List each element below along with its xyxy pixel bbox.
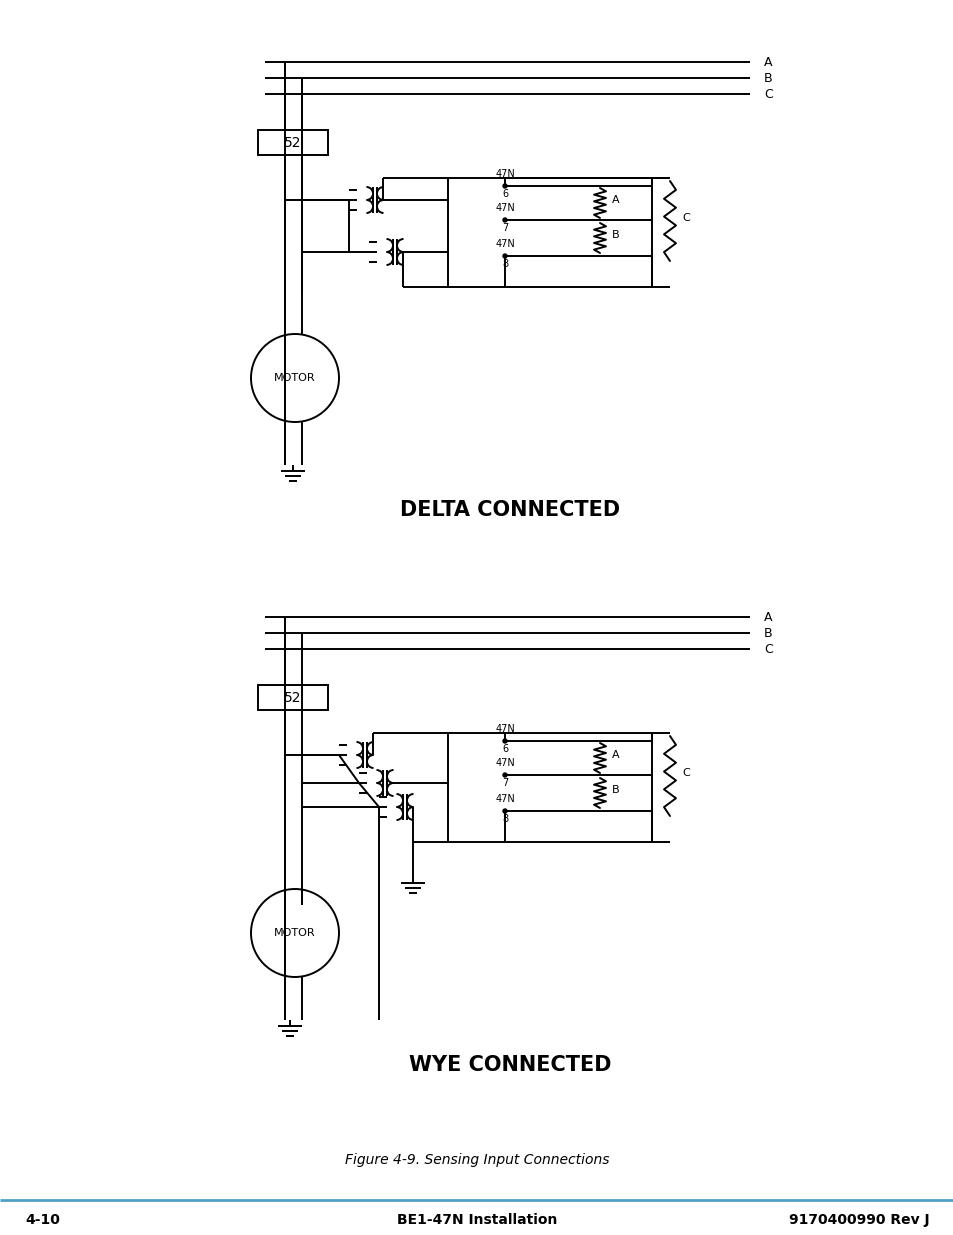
- Circle shape: [502, 254, 506, 258]
- Bar: [257, 130, 328, 156]
- Circle shape: [502, 809, 506, 813]
- Text: 6: 6: [501, 189, 508, 199]
- Text: 4-10: 4-10: [25, 1213, 60, 1228]
- Bar: [448, 734, 651, 842]
- Text: 52: 52: [284, 690, 301, 704]
- Text: MOTOR: MOTOR: [274, 927, 315, 939]
- Text: 47N: 47N: [495, 794, 515, 804]
- Text: A: A: [612, 750, 619, 760]
- Circle shape: [502, 773, 506, 777]
- Text: 7: 7: [501, 224, 508, 233]
- Text: 47N: 47N: [495, 240, 515, 249]
- Bar: [257, 685, 328, 710]
- Text: Figure 4-9. Sensing Input Connections: Figure 4-9. Sensing Input Connections: [344, 1153, 609, 1167]
- Circle shape: [502, 184, 506, 188]
- Text: 47N: 47N: [495, 203, 515, 212]
- Text: A: A: [763, 610, 772, 624]
- Text: B: B: [612, 785, 619, 795]
- Text: B: B: [612, 230, 619, 240]
- Text: WYE CONNECTED: WYE CONNECTED: [408, 1055, 611, 1074]
- Text: C: C: [681, 768, 689, 778]
- Text: BE1-47N Installation: BE1-47N Installation: [396, 1213, 557, 1228]
- Text: 7: 7: [501, 778, 508, 788]
- Text: DELTA CONNECTED: DELTA CONNECTED: [399, 500, 619, 520]
- Text: A: A: [612, 195, 619, 205]
- Text: A: A: [763, 56, 772, 68]
- Text: 8: 8: [501, 814, 508, 824]
- Circle shape: [502, 219, 506, 222]
- Text: C: C: [681, 212, 689, 224]
- Circle shape: [502, 739, 506, 743]
- Text: 47N: 47N: [495, 724, 515, 734]
- Text: 52: 52: [284, 136, 301, 149]
- Circle shape: [251, 889, 338, 977]
- Bar: [448, 178, 651, 287]
- Text: 9170400990 Rev J: 9170400990 Rev J: [788, 1213, 929, 1228]
- Text: MOTOR: MOTOR: [274, 373, 315, 383]
- Text: 6: 6: [501, 743, 508, 755]
- Text: 8: 8: [501, 259, 508, 269]
- Text: B: B: [763, 72, 772, 84]
- Text: B: B: [763, 626, 772, 640]
- Text: C: C: [763, 642, 772, 656]
- Text: 47N: 47N: [495, 169, 515, 179]
- Text: C: C: [763, 88, 772, 100]
- Circle shape: [251, 333, 338, 422]
- Text: 47N: 47N: [495, 758, 515, 768]
